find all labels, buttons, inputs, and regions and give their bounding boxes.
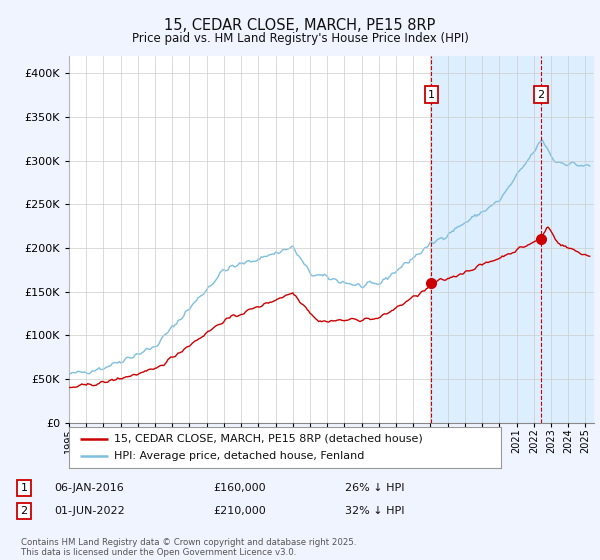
Text: 01-JUN-2022: 01-JUN-2022 — [54, 506, 125, 516]
Text: 2: 2 — [20, 506, 28, 516]
Text: 1: 1 — [428, 90, 434, 100]
Text: Contains HM Land Registry data © Crown copyright and database right 2025.
This d: Contains HM Land Registry data © Crown c… — [21, 538, 356, 557]
Text: Price paid vs. HM Land Registry's House Price Index (HPI): Price paid vs. HM Land Registry's House … — [131, 32, 469, 45]
Bar — [431, 56, 594, 423]
Text: 32% ↓ HPI: 32% ↓ HPI — [345, 506, 404, 516]
Text: 06-JAN-2016: 06-JAN-2016 — [54, 483, 124, 493]
Text: 26% ↓ HPI: 26% ↓ HPI — [345, 483, 404, 493]
Text: 15, CEDAR CLOSE, MARCH, PE15 8RP: 15, CEDAR CLOSE, MARCH, PE15 8RP — [164, 18, 436, 33]
Text: 15, CEDAR CLOSE, MARCH, PE15 8RP (detached house): 15, CEDAR CLOSE, MARCH, PE15 8RP (detach… — [115, 433, 423, 444]
Text: £210,000: £210,000 — [213, 506, 266, 516]
Text: HPI: Average price, detached house, Fenland: HPI: Average price, detached house, Fenl… — [115, 451, 365, 461]
Text: £160,000: £160,000 — [213, 483, 266, 493]
Text: 2: 2 — [538, 90, 544, 100]
Text: 1: 1 — [20, 483, 28, 493]
